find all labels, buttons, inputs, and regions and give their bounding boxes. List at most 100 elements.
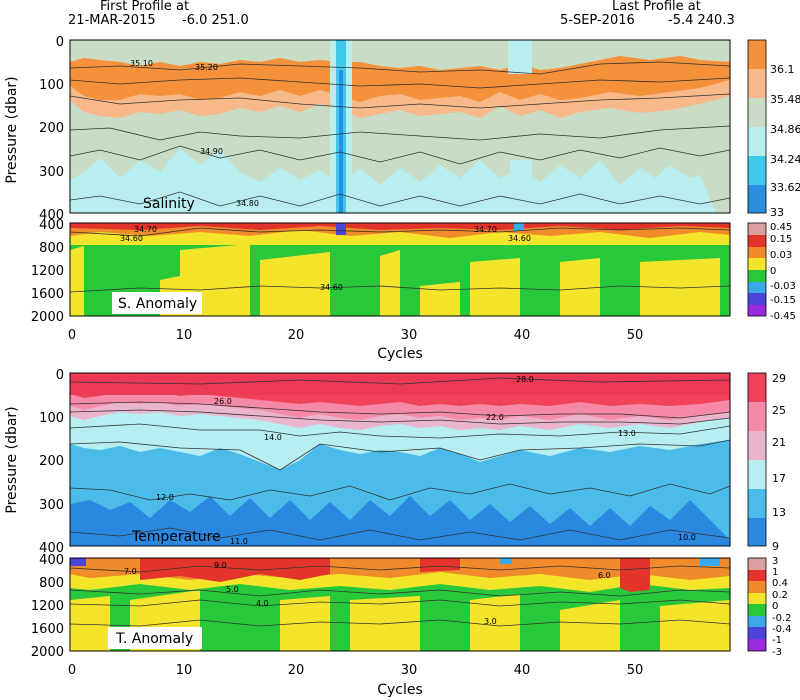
ta-cb-5 — [748, 604, 766, 616]
ta-red-core — [140, 558, 650, 592]
ta-cb-frame — [747, 557, 767, 652]
x2-tick-10: 10 — [176, 663, 193, 678]
sal-contour-label-2: 35.20 — [195, 63, 218, 72]
sa-cb-5 — [748, 270, 766, 282]
ta-cb-label-7: -0.4 — [772, 624, 792, 635]
sa-cb-3 — [748, 247, 766, 258]
ta-blue-top-1 — [70, 558, 86, 566]
sal-intrusion-cycle38-low — [510, 160, 532, 213]
temp-contour-label-26: 26.0 — [214, 397, 232, 406]
temp-contour-12 — [70, 483, 730, 501]
sal-contour-label-4: 34.80 — [236, 199, 259, 208]
temp-ytick-200: 200 — [39, 454, 64, 469]
sal-contour-3490 — [70, 145, 730, 165]
sal-intrusion-cycle24-deep — [339, 70, 343, 213]
ta-contour-mid — [70, 589, 730, 597]
ta-cb-2 — [748, 570, 766, 581]
last-profile-date: 5-SEP-2016 — [560, 13, 635, 28]
ta-cb-label-2: 1 — [772, 567, 778, 578]
temp-cb-1 — [748, 373, 766, 402]
x2-tick-30: 30 — [401, 663, 418, 678]
ta-ytick-1200: 1200 — [31, 599, 64, 614]
sa-contour-deep — [70, 285, 730, 293]
sa-label-box — [112, 292, 202, 314]
temp-cb-label-5: 13 — [772, 506, 786, 519]
sa-cb-frame — [747, 222, 767, 317]
temp-cb-label-2: 25 — [772, 404, 786, 417]
bottom-x-axis: 0 10 20 30 40 50 Cycles — [68, 663, 643, 698]
ta-contour-3 — [70, 619, 730, 627]
sa-cb-label-6: -0.15 — [770, 295, 796, 306]
sal-cb-label-2: 35.48 — [770, 93, 800, 106]
sa-ytick-800: 800 — [39, 241, 64, 256]
x1-tick-0: 0 — [68, 328, 76, 343]
sa-cb-label-1: 0.45 — [770, 222, 792, 233]
temp-contour-label-28: 28.0 — [516, 375, 534, 384]
sal-intrusion-cycle38 — [508, 40, 532, 74]
sa-cb-4 — [748, 258, 766, 270]
ta-cb-label-6: -0.2 — [772, 613, 792, 624]
ta-ytick-2000: 2000 — [31, 645, 64, 660]
sa-ytick-1200: 1200 — [31, 264, 64, 279]
ta-colorbar: 3 1 0.4 0.2 0 -0.2 -0.4 -1 -3 — [747, 556, 792, 658]
ta-contour-label-9: 9.0 — [214, 561, 227, 570]
x2-tick-40: 40 — [514, 663, 531, 678]
last-profile-label: Last Profile at — [612, 0, 701, 14]
header: First Profile at 21-MAR-2015 -6.0 251.0 … — [68, 0, 735, 28]
temperature-panel: 28.0 26.0 22.0 14.0 13.0 12.0 11.0 10.0 … — [39, 368, 731, 556]
ta-cb-7 — [748, 627, 766, 639]
sa-cb-7 — [748, 293, 766, 305]
last-profile-position: -5.4 240.3 — [668, 13, 735, 28]
sal-cb-frame — [747, 39, 767, 214]
salinity-anomaly-title: S. Anomaly — [118, 296, 197, 312]
x1-tick-20: 20 — [288, 328, 305, 343]
temp-contour-11 — [70, 527, 730, 541]
sa-ytick-2000: 2000 — [31, 310, 64, 325]
ta-contour-label-4: 4.0 — [256, 599, 269, 608]
sa-contour-label-4: 34.70 — [474, 225, 497, 234]
sa-top-red — [70, 223, 730, 230]
temperature-colorbar: 29 25 21 17 13 9 — [747, 372, 786, 553]
ta-y-ticks: 400 800 1200 1600 2000 — [31, 553, 64, 660]
x1-tick-40: 40 — [514, 328, 531, 343]
ta-cb-label-9: -3 — [772, 647, 782, 658]
temp-cb-label-6: 9 — [772, 540, 779, 553]
sal-cb-label-6: 33 — [770, 206, 784, 219]
temp-contour-14 — [70, 423, 730, 439]
sa-colorbar: 0.45 0.15 0.03 0 -0.03 -0.15 -0.45 — [747, 222, 796, 322]
salinity-y-ticks: 0 100 200 300 400 — [39, 35, 64, 223]
sal-contour-1 — [70, 61, 730, 75]
ta-blue-top-2 — [500, 558, 512, 564]
temp-cb-label-3: 21 — [772, 436, 786, 449]
sa-contour-upper — [70, 227, 730, 237]
ta-cb-3 — [748, 581, 766, 593]
sa-blue-cycle24 — [336, 223, 346, 235]
temp-contour-13 — [70, 439, 730, 471]
sal-layer-top — [70, 40, 730, 70]
temp-cb-6 — [748, 518, 766, 546]
salinity-plot-frame — [69, 39, 731, 214]
ta-contour-upper — [70, 565, 730, 573]
ta-cb-8 — [748, 639, 766, 651]
sa-contour-label-1: 34.70 — [134, 225, 157, 234]
temp-contour-22 — [70, 409, 730, 425]
sa-plot-frame — [69, 222, 731, 317]
sal-cb-5 — [748, 156, 766, 185]
sal-ytick-0: 0 — [56, 35, 64, 50]
temperature-panel-title: Temperature — [131, 529, 221, 545]
temp-ytick-300: 300 — [39, 498, 64, 513]
sa-cb-2 — [748, 235, 766, 247]
temp-cb-label-1: 29 — [772, 372, 786, 385]
x1-tick-30: 30 — [401, 328, 418, 343]
x2-tick-20: 20 — [288, 663, 305, 678]
salinity-y-axis-label: Pressure (dbar) — [4, 76, 20, 183]
sa-cb-label-4: 0 — [770, 266, 776, 277]
ta-cb-label-3: 0.4 — [772, 578, 788, 589]
temp-cb-5 — [748, 489, 766, 518]
x2-tick-0: 0 — [68, 663, 76, 678]
sa-contour-label-3: 34.60 — [320, 283, 343, 292]
sal-cb-4 — [748, 127, 766, 156]
ta-cb-label-5: 0 — [772, 601, 778, 612]
ta-cb-label-8: -1 — [772, 635, 782, 646]
first-profile-date: 21-MAR-2015 — [68, 13, 156, 28]
